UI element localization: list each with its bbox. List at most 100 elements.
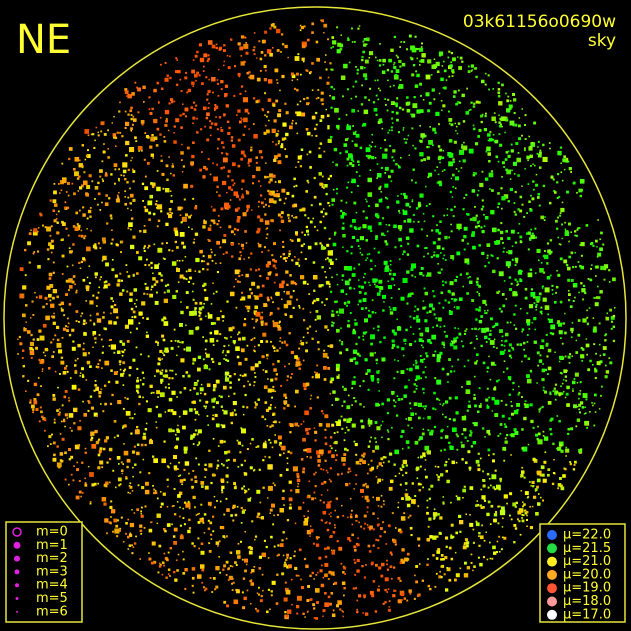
star	[266, 296, 269, 299]
star	[208, 368, 211, 371]
star	[580, 242, 585, 247]
star	[257, 215, 261, 219]
star	[336, 328, 340, 333]
star	[377, 517, 379, 520]
star	[375, 235, 378, 238]
star	[475, 520, 478, 523]
star	[228, 126, 231, 130]
star	[441, 428, 444, 431]
star	[274, 267, 277, 270]
star	[586, 316, 589, 319]
star	[153, 136, 158, 141]
star	[166, 350, 169, 353]
star	[570, 251, 574, 255]
star	[226, 508, 230, 512]
star	[233, 599, 239, 605]
star	[226, 481, 229, 484]
star	[364, 77, 368, 81]
star	[355, 483, 357, 485]
star	[346, 125, 351, 131]
star	[433, 58, 436, 60]
star	[270, 297, 273, 300]
star	[275, 602, 279, 605]
star	[345, 293, 348, 296]
star	[262, 486, 265, 489]
star	[337, 42, 342, 47]
star	[332, 40, 337, 45]
star	[152, 272, 154, 274]
star	[148, 472, 151, 475]
star	[214, 506, 216, 509]
star	[180, 206, 184, 210]
star	[277, 307, 280, 310]
star	[182, 558, 185, 561]
star	[383, 301, 385, 303]
star	[296, 472, 300, 476]
star	[272, 320, 275, 323]
star	[58, 303, 60, 306]
star	[61, 220, 64, 224]
star	[544, 368, 547, 372]
star	[594, 376, 597, 380]
star	[300, 363, 302, 366]
star	[133, 288, 137, 292]
star	[461, 93, 465, 98]
star	[549, 332, 552, 335]
star	[273, 25, 277, 29]
star	[361, 58, 364, 62]
star	[264, 114, 266, 117]
star	[453, 298, 456, 301]
star	[444, 259, 447, 261]
star	[180, 301, 182, 303]
star	[67, 326, 69, 328]
star	[267, 388, 272, 393]
star	[209, 173, 212, 176]
star	[439, 325, 442, 328]
star	[149, 145, 153, 149]
star	[437, 317, 442, 322]
star	[518, 117, 521, 119]
star	[324, 271, 326, 273]
star	[306, 102, 309, 106]
star	[346, 123, 349, 126]
star	[389, 85, 392, 88]
star	[331, 321, 334, 324]
star	[492, 486, 496, 489]
star	[223, 234, 227, 237]
star	[368, 144, 371, 147]
star	[499, 509, 506, 516]
star	[412, 144, 414, 147]
star	[474, 172, 477, 175]
star	[257, 268, 260, 271]
star	[519, 240, 523, 244]
star	[540, 262, 543, 264]
star	[56, 409, 59, 412]
star	[455, 531, 458, 535]
star	[391, 339, 395, 343]
star	[329, 467, 332, 470]
star	[156, 206, 158, 209]
star	[562, 474, 566, 478]
star	[403, 461, 405, 464]
star	[496, 291, 499, 294]
star	[218, 362, 221, 365]
star	[521, 185, 523, 187]
star	[399, 229, 402, 232]
star	[244, 119, 247, 122]
star	[169, 76, 172, 80]
star	[347, 429, 350, 432]
star	[356, 608, 358, 611]
star	[141, 506, 143, 509]
star	[359, 385, 361, 387]
star	[125, 140, 130, 146]
star	[215, 585, 219, 589]
star	[401, 429, 405, 433]
star	[319, 242, 322, 245]
star	[223, 64, 225, 67]
star	[480, 315, 483, 318]
star	[328, 285, 331, 288]
star	[272, 421, 275, 423]
star	[117, 196, 120, 199]
star	[542, 297, 547, 302]
star	[69, 427, 72, 429]
